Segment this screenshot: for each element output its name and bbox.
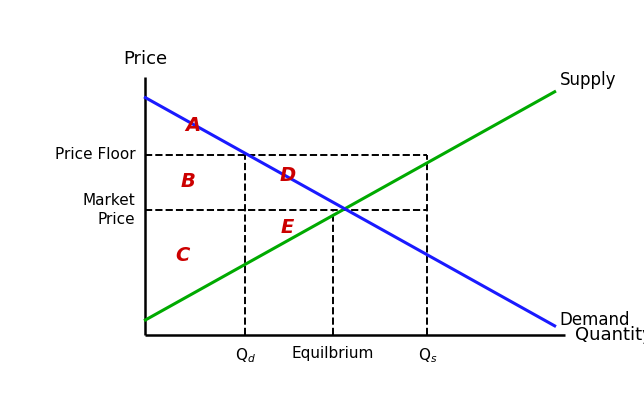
Text: B: B: [180, 172, 195, 190]
Text: A: A: [185, 116, 200, 135]
Text: E: E: [281, 218, 294, 237]
Text: Q$_s$: Q$_s$: [418, 346, 437, 365]
Text: Q$_d$: Q$_d$: [234, 346, 256, 365]
Text: Price: Price: [123, 50, 167, 68]
Text: Quantity: Quantity: [574, 326, 644, 344]
Text: Demand: Demand: [560, 311, 630, 329]
Text: Market
Price: Market Price: [82, 194, 135, 227]
Text: Price Floor: Price Floor: [55, 147, 135, 162]
Text: D: D: [279, 166, 296, 185]
Text: C: C: [176, 246, 190, 265]
Text: Equilbrium: Equilbrium: [291, 346, 374, 361]
Text: Supply: Supply: [560, 71, 616, 89]
